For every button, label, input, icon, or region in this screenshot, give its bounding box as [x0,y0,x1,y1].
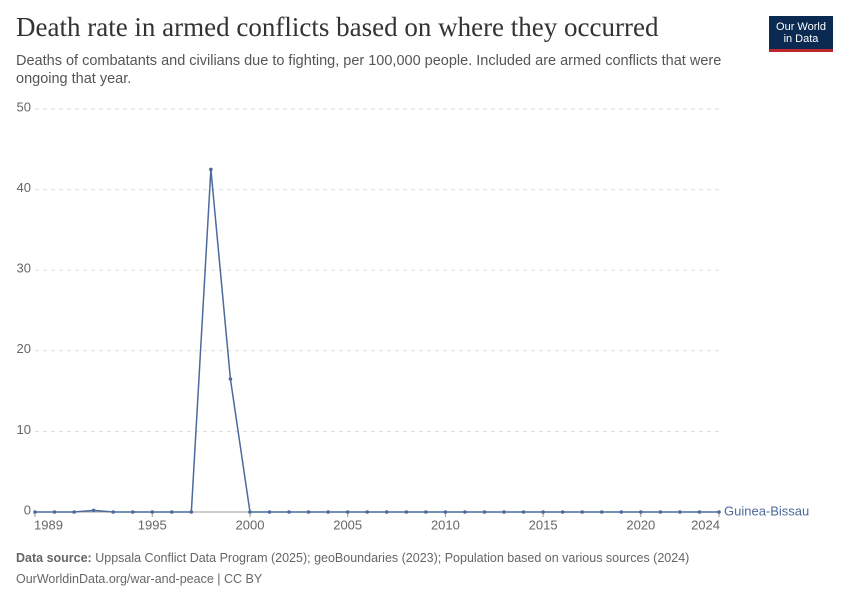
data-point [52,510,57,514]
data-point [443,510,448,514]
data-point [599,510,604,514]
data-point [580,510,584,514]
data-point [365,510,370,514]
data-point [560,510,565,514]
data-point [717,510,721,514]
source: Uppsala Conflict Data Program (2025); ge… [95,551,690,565]
logo-text: in Data [783,33,819,45]
data-point [111,510,115,514]
y-tick-label: 40 [17,180,31,195]
chart-title: Death rate in armed conflicts based on w… [16,12,659,42]
series-label: Guinea-Bissau [724,503,809,518]
data-point [697,510,702,514]
y-tick-label: 0 [24,502,31,517]
x-tick-label: 2000 [236,517,265,532]
data-point [502,510,506,514]
y-tick-label: 30 [17,261,31,276]
data-point [130,510,135,514]
series-line [35,169,719,513]
data-point [228,377,233,381]
data-point [170,510,174,514]
x-tick-label: 1995 [138,517,167,532]
source-label: Data source: [16,551,92,565]
data-point [521,510,526,514]
data-point [326,510,330,514]
data-point [91,508,96,513]
footer: Data source: Uppsala Conflict Data Progr… [16,548,689,590]
data-point [424,510,428,514]
data-point [72,510,76,514]
data-point [541,510,545,514]
x-tick-label: 2020 [626,517,655,532]
data-point [404,510,409,514]
data-point [189,510,194,514]
x-tick-label: 2015 [529,517,558,532]
logo[interactable]: Our World in Data [769,16,833,52]
y-tick-label: 10 [17,422,31,437]
x-tick-label: 2005 [333,517,362,532]
data-point [384,510,389,514]
data-point [463,510,467,514]
logo-text: Our World [776,21,826,33]
chart-subtitle: Deaths of combatants and civilians due t… [16,53,722,87]
data-point [267,510,272,514]
y-tick-label: 50 [17,99,31,114]
data-point [482,510,487,514]
x-tick-label: 1989 [34,517,63,532]
data-point [678,510,682,514]
data-point [658,510,663,514]
credit: OurWorldinData.org/war-and-peace | CC BY [16,572,263,586]
data-point [248,510,252,514]
data-point [33,510,37,514]
y-tick-label: 20 [17,341,31,356]
data-point [150,510,155,514]
data-point [345,510,350,514]
data-point [306,510,311,514]
data-point [639,510,643,514]
x-tick-label: 2010 [431,517,460,532]
data-point [619,510,624,514]
x-tick-label: 2024 [691,517,720,532]
data-point [209,167,213,172]
data-point [287,510,291,514]
